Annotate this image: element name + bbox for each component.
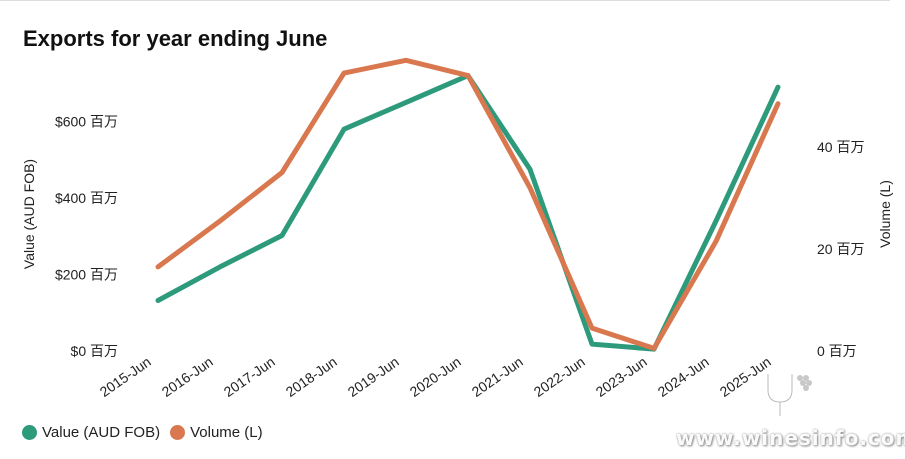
x-tick-label: 2017-Jun [221, 353, 278, 400]
x-tick-label: 2016-Jun [159, 353, 216, 400]
legend-label-value: Value (AUD FOB) [42, 424, 161, 441]
y-left-tick-label: $400 百万 [55, 190, 118, 206]
y-left-tick-label: $200 百万 [55, 267, 118, 283]
legend-item-volume[interactable]: Volume (L) [170, 424, 263, 441]
x-tick-label: 2019-Jun [345, 353, 402, 400]
y-right-axis: 0 百万 20 百万 40 百万 [817, 139, 864, 359]
watermark-text: www.winesinfo.com [676, 426, 905, 450]
chart-title: Exports for year ending June [23, 26, 328, 51]
y-right-tick-label: 20 百万 [817, 241, 864, 257]
legend: Value (AUD FOB) Volume (L) [22, 424, 263, 441]
x-tick-label: 2021-Jun [469, 353, 526, 400]
y-left-tick-label: $600 百万 [55, 114, 118, 130]
legend-swatch-value [22, 425, 37, 440]
legend-label-volume: Volume (L) [190, 424, 263, 441]
legend-item-value[interactable]: Value (AUD FOB) [22, 424, 160, 441]
x-tick-label: 2020-Jun [407, 353, 464, 400]
x-tick-label: 2022-Jun [531, 353, 588, 400]
x-tick-label: 2015-Jun [97, 353, 154, 400]
wine-glass-icon [766, 374, 812, 418]
y-left-axis: $0 百万 $200 百万 $400 百万 $600 百万 [55, 114, 118, 360]
y-right-axis-title: Volume (L) [877, 180, 893, 248]
watermark-logo: www.winesinfo.com [676, 368, 905, 450]
x-tick-label: 2023-Jun [593, 353, 650, 400]
series-line-volume[interactable] [155, 57, 781, 351]
y-right-tick-label: 0 百万 [817, 343, 857, 359]
y-left-axis-title: Value (AUD FOB) [21, 159, 37, 269]
y-right-tick-label: 40 百万 [817, 139, 864, 155]
legend-swatch-volume [170, 425, 186, 440]
series-layer [155, 57, 781, 352]
top-rule [0, 0, 890, 1]
y-left-tick-label: $0 百万 [71, 343, 118, 359]
line-chart: $0 百万 $200 百万 $400 百万 $600 百万 0 百万 20 百万 40 百… [21, 57, 893, 400]
x-tick-label: 2018-Jun [283, 353, 340, 400]
x-axis: 2015-Jun 2016-Jun 2017-Jun 2018-Jun 2019-Jun… [97, 353, 774, 400]
series-line-value[interactable] [155, 73, 781, 352]
